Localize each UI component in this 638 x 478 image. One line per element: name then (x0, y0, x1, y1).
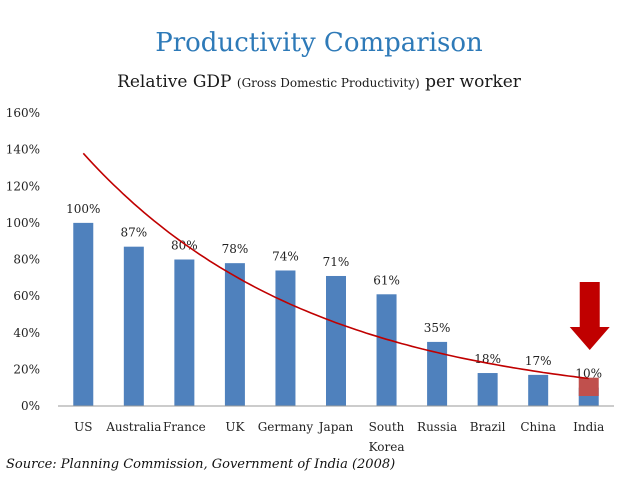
y-tick-label: 0% (21, 399, 40, 413)
chart-title: Productivity Comparison (155, 28, 483, 58)
x-tick-label: Russia (417, 420, 457, 434)
y-tick-label: 40% (13, 326, 40, 340)
bar (275, 270, 296, 406)
data-label: 10% (575, 367, 602, 381)
bar (224, 263, 245, 406)
data-label: 35% (424, 321, 451, 335)
y-tick-label: 60% (13, 289, 40, 303)
data-label: 71% (323, 255, 350, 269)
x-tick-label: Japan (317, 420, 354, 434)
bar (73, 222, 94, 406)
source-note: Source: Planning Commission, Government … (6, 457, 396, 472)
subtitle-main: Relative GDP (117, 72, 232, 92)
y-tick-label: 140% (6, 143, 40, 157)
bar (528, 374, 549, 406)
x-tick-label: Germany (258, 420, 314, 434)
data-labels: 100%87%80% 78%74% 71%61%35%18% 17%10% (66, 202, 602, 381)
y-tick-label: 160% (6, 106, 40, 120)
x-tick-label: India (573, 420, 604, 434)
x-tick-label: France (163, 420, 206, 434)
chart-subtitle: Relative GDP (Gross Domestic Productivit… (0, 72, 638, 92)
x-tick-label: China (520, 420, 556, 434)
bar (477, 373, 498, 406)
y-tick-label: 20% (13, 362, 40, 376)
bar (427, 341, 448, 406)
x-tick-label: US (74, 420, 92, 434)
data-label: 74% (272, 249, 299, 263)
x-tick-label: UK (225, 420, 245, 434)
y-axis: 0% 20% 40% 60% 80% 100% 120% 140% 160% (6, 106, 40, 413)
data-label: 61% (373, 273, 400, 287)
x-tick-label: Australia (105, 420, 161, 434)
y-tick-label: 120% (6, 179, 40, 193)
subtitle-tail: per worker (425, 72, 521, 92)
y-tick-label: 100% (6, 216, 40, 230)
x-tick-label: Korea (369, 440, 405, 454)
data-label: 100% (66, 202, 100, 216)
trend-curve (82, 152, 589, 380)
data-label: 78% (222, 242, 249, 256)
bar (376, 294, 397, 406)
bar (174, 259, 195, 406)
bar (326, 275, 346, 406)
down-arrow-icon (569, 282, 610, 350)
bar-highlight (578, 377, 599, 396)
x-tick-label: Brazil (470, 420, 506, 434)
arrow-annotation (569, 282, 610, 350)
y-tick-label: 80% (13, 253, 40, 267)
bars (73, 222, 599, 406)
trend-line (82, 152, 589, 380)
x-tick-label: South (369, 420, 405, 434)
x-axis: US Australia France UK Germany Japan South Kore… (58, 405, 614, 454)
data-label: 87% (120, 226, 147, 240)
data-label: 17% (525, 354, 552, 368)
bar (123, 246, 144, 406)
subtitle-paren: (Gross Domestic Productivity) (236, 76, 420, 90)
